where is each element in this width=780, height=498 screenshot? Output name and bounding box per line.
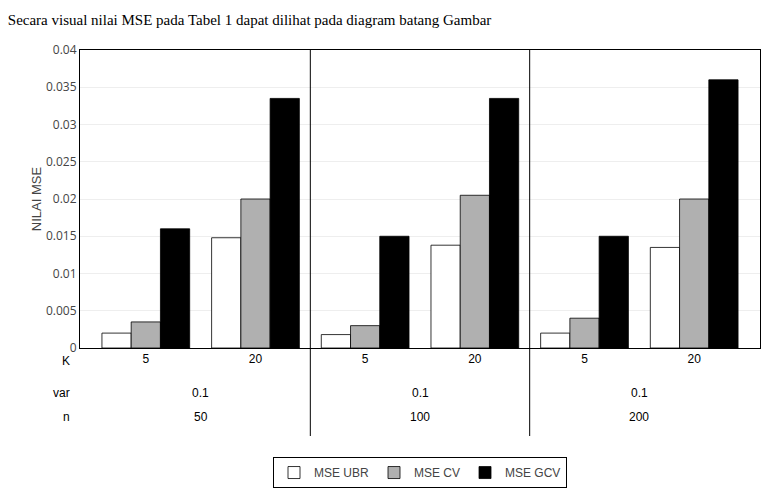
- svg-text:5: 5: [581, 352, 588, 366]
- svg-text:50: 50: [194, 410, 208, 424]
- svg-text:5: 5: [362, 352, 369, 366]
- svg-text:20: 20: [468, 352, 482, 366]
- svg-text:0.025: 0.025: [46, 153, 77, 170]
- svg-text:MSE CV: MSE CV: [414, 466, 460, 480]
- svg-text:0.1: 0.1: [631, 386, 648, 400]
- svg-text:0.01: 0.01: [53, 265, 77, 282]
- svg-text:0.04: 0.04: [53, 41, 77, 58]
- svg-text:200: 200: [629, 410, 649, 424]
- svg-text:0.035: 0.035: [46, 78, 77, 95]
- svg-text:MSE GCV: MSE GCV: [505, 466, 560, 480]
- svg-text:NILAI MSE: NILAI MSE: [29, 167, 44, 232]
- svg-text:Secara visual nilai MSE pada T: Secara visual nilai MSE pada Tabel 1 dap…: [8, 12, 492, 28]
- svg-text:20: 20: [688, 352, 702, 366]
- svg-text:0: 0: [70, 339, 77, 356]
- svg-text:0.03: 0.03: [53, 116, 77, 133]
- svg-text:n: n: [63, 410, 70, 424]
- svg-text:0.02: 0.02: [53, 190, 77, 207]
- svg-text:MSE UBR: MSE UBR: [314, 466, 369, 480]
- svg-text:100: 100: [410, 410, 430, 424]
- svg-text:0.1: 0.1: [192, 386, 209, 400]
- svg-text:5: 5: [142, 352, 149, 366]
- svg-text:0.1: 0.1: [412, 386, 429, 400]
- svg-text:0.015: 0.015: [46, 227, 77, 244]
- svg-text:var: var: [53, 386, 70, 400]
- svg-text:K: K: [62, 354, 70, 368]
- svg-text:0.005: 0.005: [46, 302, 77, 319]
- svg-text:20: 20: [249, 352, 263, 366]
